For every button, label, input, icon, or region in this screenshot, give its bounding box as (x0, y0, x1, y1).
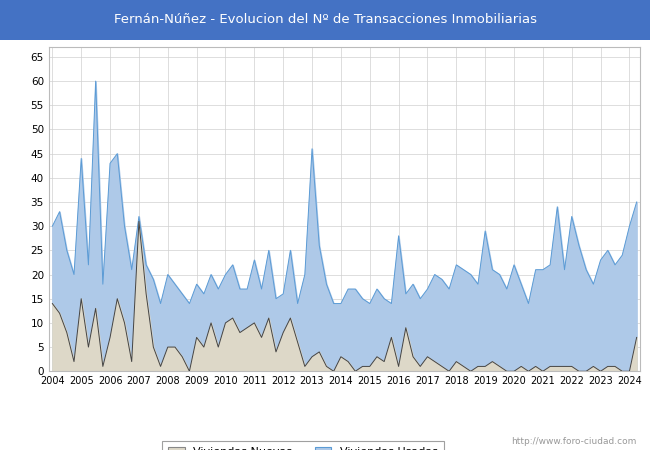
Text: http://www.foro-ciudad.com: http://www.foro-ciudad.com (512, 436, 637, 446)
Legend: Viviendas Nuevas, Viviendas Usadas: Viviendas Nuevas, Viviendas Usadas (162, 441, 444, 450)
Text: Fernán-Núñez - Evolucion del Nº de Transacciones Inmobiliarias: Fernán-Núñez - Evolucion del Nº de Trans… (114, 14, 536, 26)
